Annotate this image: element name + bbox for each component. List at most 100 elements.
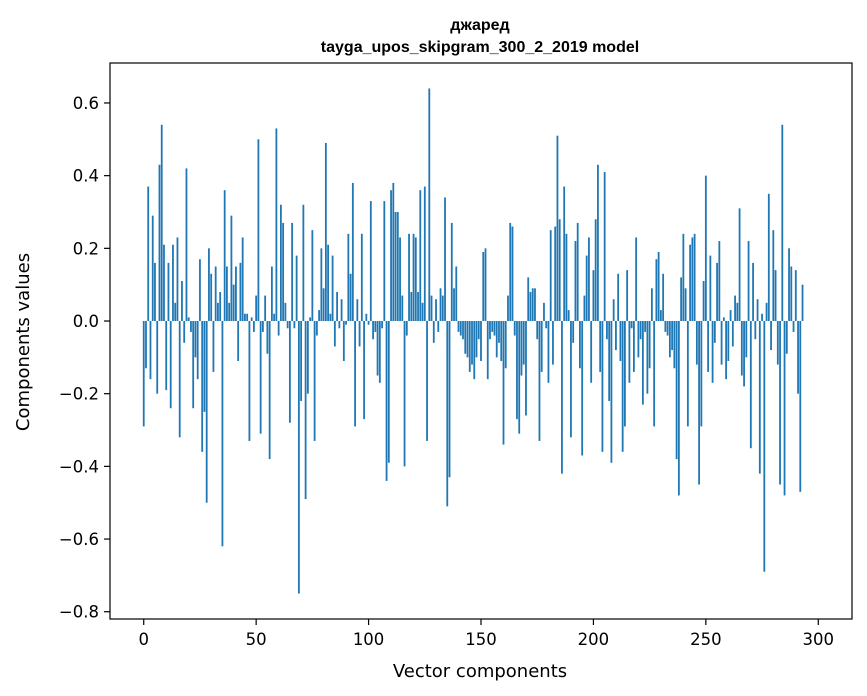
bar [340, 299, 343, 322]
bar [716, 262, 718, 322]
bar [142, 321, 145, 427]
bar [149, 321, 152, 380]
bar [217, 302, 219, 322]
bar [495, 321, 498, 358]
bar [702, 281, 705, 322]
bar [441, 295, 444, 322]
bar [480, 321, 482, 361]
bar [484, 248, 487, 322]
bar [765, 302, 768, 322]
bar [576, 222, 579, 322]
bar [608, 321, 611, 401]
bar [336, 291, 338, 322]
bar [297, 321, 300, 594]
bar [457, 321, 460, 332]
bar [401, 295, 404, 322]
bar [473, 321, 476, 380]
x-tick-label: 300 [803, 630, 835, 649]
bar [270, 266, 273, 322]
bar [210, 273, 213, 322]
y-tick-label: −0.6 [59, 530, 99, 549]
bar [399, 237, 401, 322]
bar [390, 190, 392, 322]
bar [396, 211, 399, 322]
bar [633, 321, 635, 372]
bar [356, 299, 359, 322]
bar [630, 321, 633, 329]
bar [268, 321, 271, 460]
bar [266, 321, 269, 354]
bar [338, 321, 341, 329]
bar [659, 310, 662, 322]
bar [437, 321, 440, 332]
bar [792, 321, 795, 332]
bar-series [142, 88, 804, 594]
bar [394, 211, 397, 322]
bar [619, 321, 622, 361]
bar [262, 321, 264, 332]
bar [570, 321, 572, 438]
bar [581, 321, 584, 456]
bar [686, 321, 689, 427]
bar [160, 124, 163, 322]
bar [486, 321, 489, 380]
bar [203, 321, 206, 412]
bar [572, 321, 575, 343]
bar [410, 291, 413, 322]
bar [439, 288, 442, 322]
bar [675, 321, 678, 460]
bar [358, 321, 361, 347]
bar [259, 321, 262, 434]
bar [534, 288, 536, 322]
bar [347, 233, 350, 322]
bar [181, 281, 183, 322]
bar [574, 241, 577, 322]
bar [540, 321, 543, 372]
bar [190, 321, 192, 332]
bar [165, 321, 168, 391]
bar [426, 321, 428, 441]
bar [322, 288, 325, 322]
bar [432, 321, 435, 343]
bar [145, 321, 147, 369]
x-tick-label: 100 [353, 630, 385, 649]
bar [471, 321, 473, 365]
bar [369, 201, 372, 322]
bar [610, 321, 613, 463]
chart-subtitle: tayga_upos_skipgram_300_2_2019 model [321, 39, 639, 56]
bar [246, 313, 249, 322]
bar [738, 208, 741, 322]
y-tick-label: 0.4 [73, 167, 99, 186]
y-tick-label: −0.8 [59, 603, 99, 622]
bar [282, 222, 285, 322]
bar [734, 295, 736, 322]
bar [504, 321, 507, 369]
bar [435, 299, 437, 322]
bar [763, 321, 766, 572]
bar [466, 321, 469, 358]
bar [671, 321, 674, 351]
bar [565, 233, 568, 322]
bar [327, 244, 329, 322]
x-tick-label: 50 [246, 630, 267, 649]
bar [244, 313, 246, 322]
bar [525, 321, 527, 416]
x-axis-label: Vector components [393, 661, 567, 682]
bar [529, 291, 532, 322]
bar [421, 302, 424, 322]
chart-title: джаред [450, 17, 509, 34]
bar [295, 255, 298, 322]
bar [617, 273, 620, 322]
bar [417, 291, 419, 322]
bar [621, 321, 624, 452]
bar [205, 321, 208, 503]
bar [273, 313, 276, 322]
bar [372, 321, 374, 340]
bar [199, 259, 201, 322]
bar [689, 244, 692, 322]
bar [331, 255, 334, 322]
bar [662, 273, 665, 322]
bar [606, 321, 608, 340]
bar [381, 321, 383, 329]
bar [448, 321, 451, 478]
